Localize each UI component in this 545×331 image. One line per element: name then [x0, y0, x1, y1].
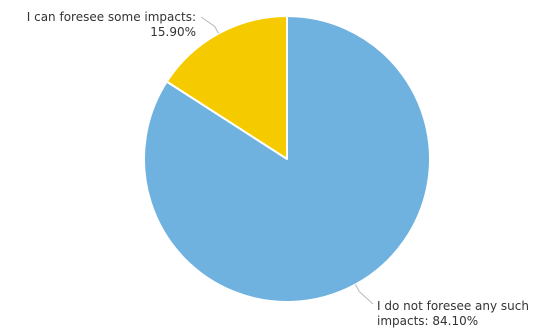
slice-label-no-impacts-line1: I do not foresee any such	[377, 299, 529, 313]
leader-line-no-impacts	[355, 284, 374, 305]
slice-label-some-impacts-line2: 15.90%	[150, 25, 196, 39]
slice-label-some-impacts-line1: I can foresee some impacts:	[27, 10, 196, 24]
leader-lines	[200, 16, 374, 305]
pie-slice-some-impacts	[165, 15, 288, 160]
pie-slices	[143, 15, 431, 303]
leader-line-some-impacts	[200, 16, 219, 34]
slice-label-no-impacts-line2: impacts: 84.10%	[377, 314, 478, 328]
